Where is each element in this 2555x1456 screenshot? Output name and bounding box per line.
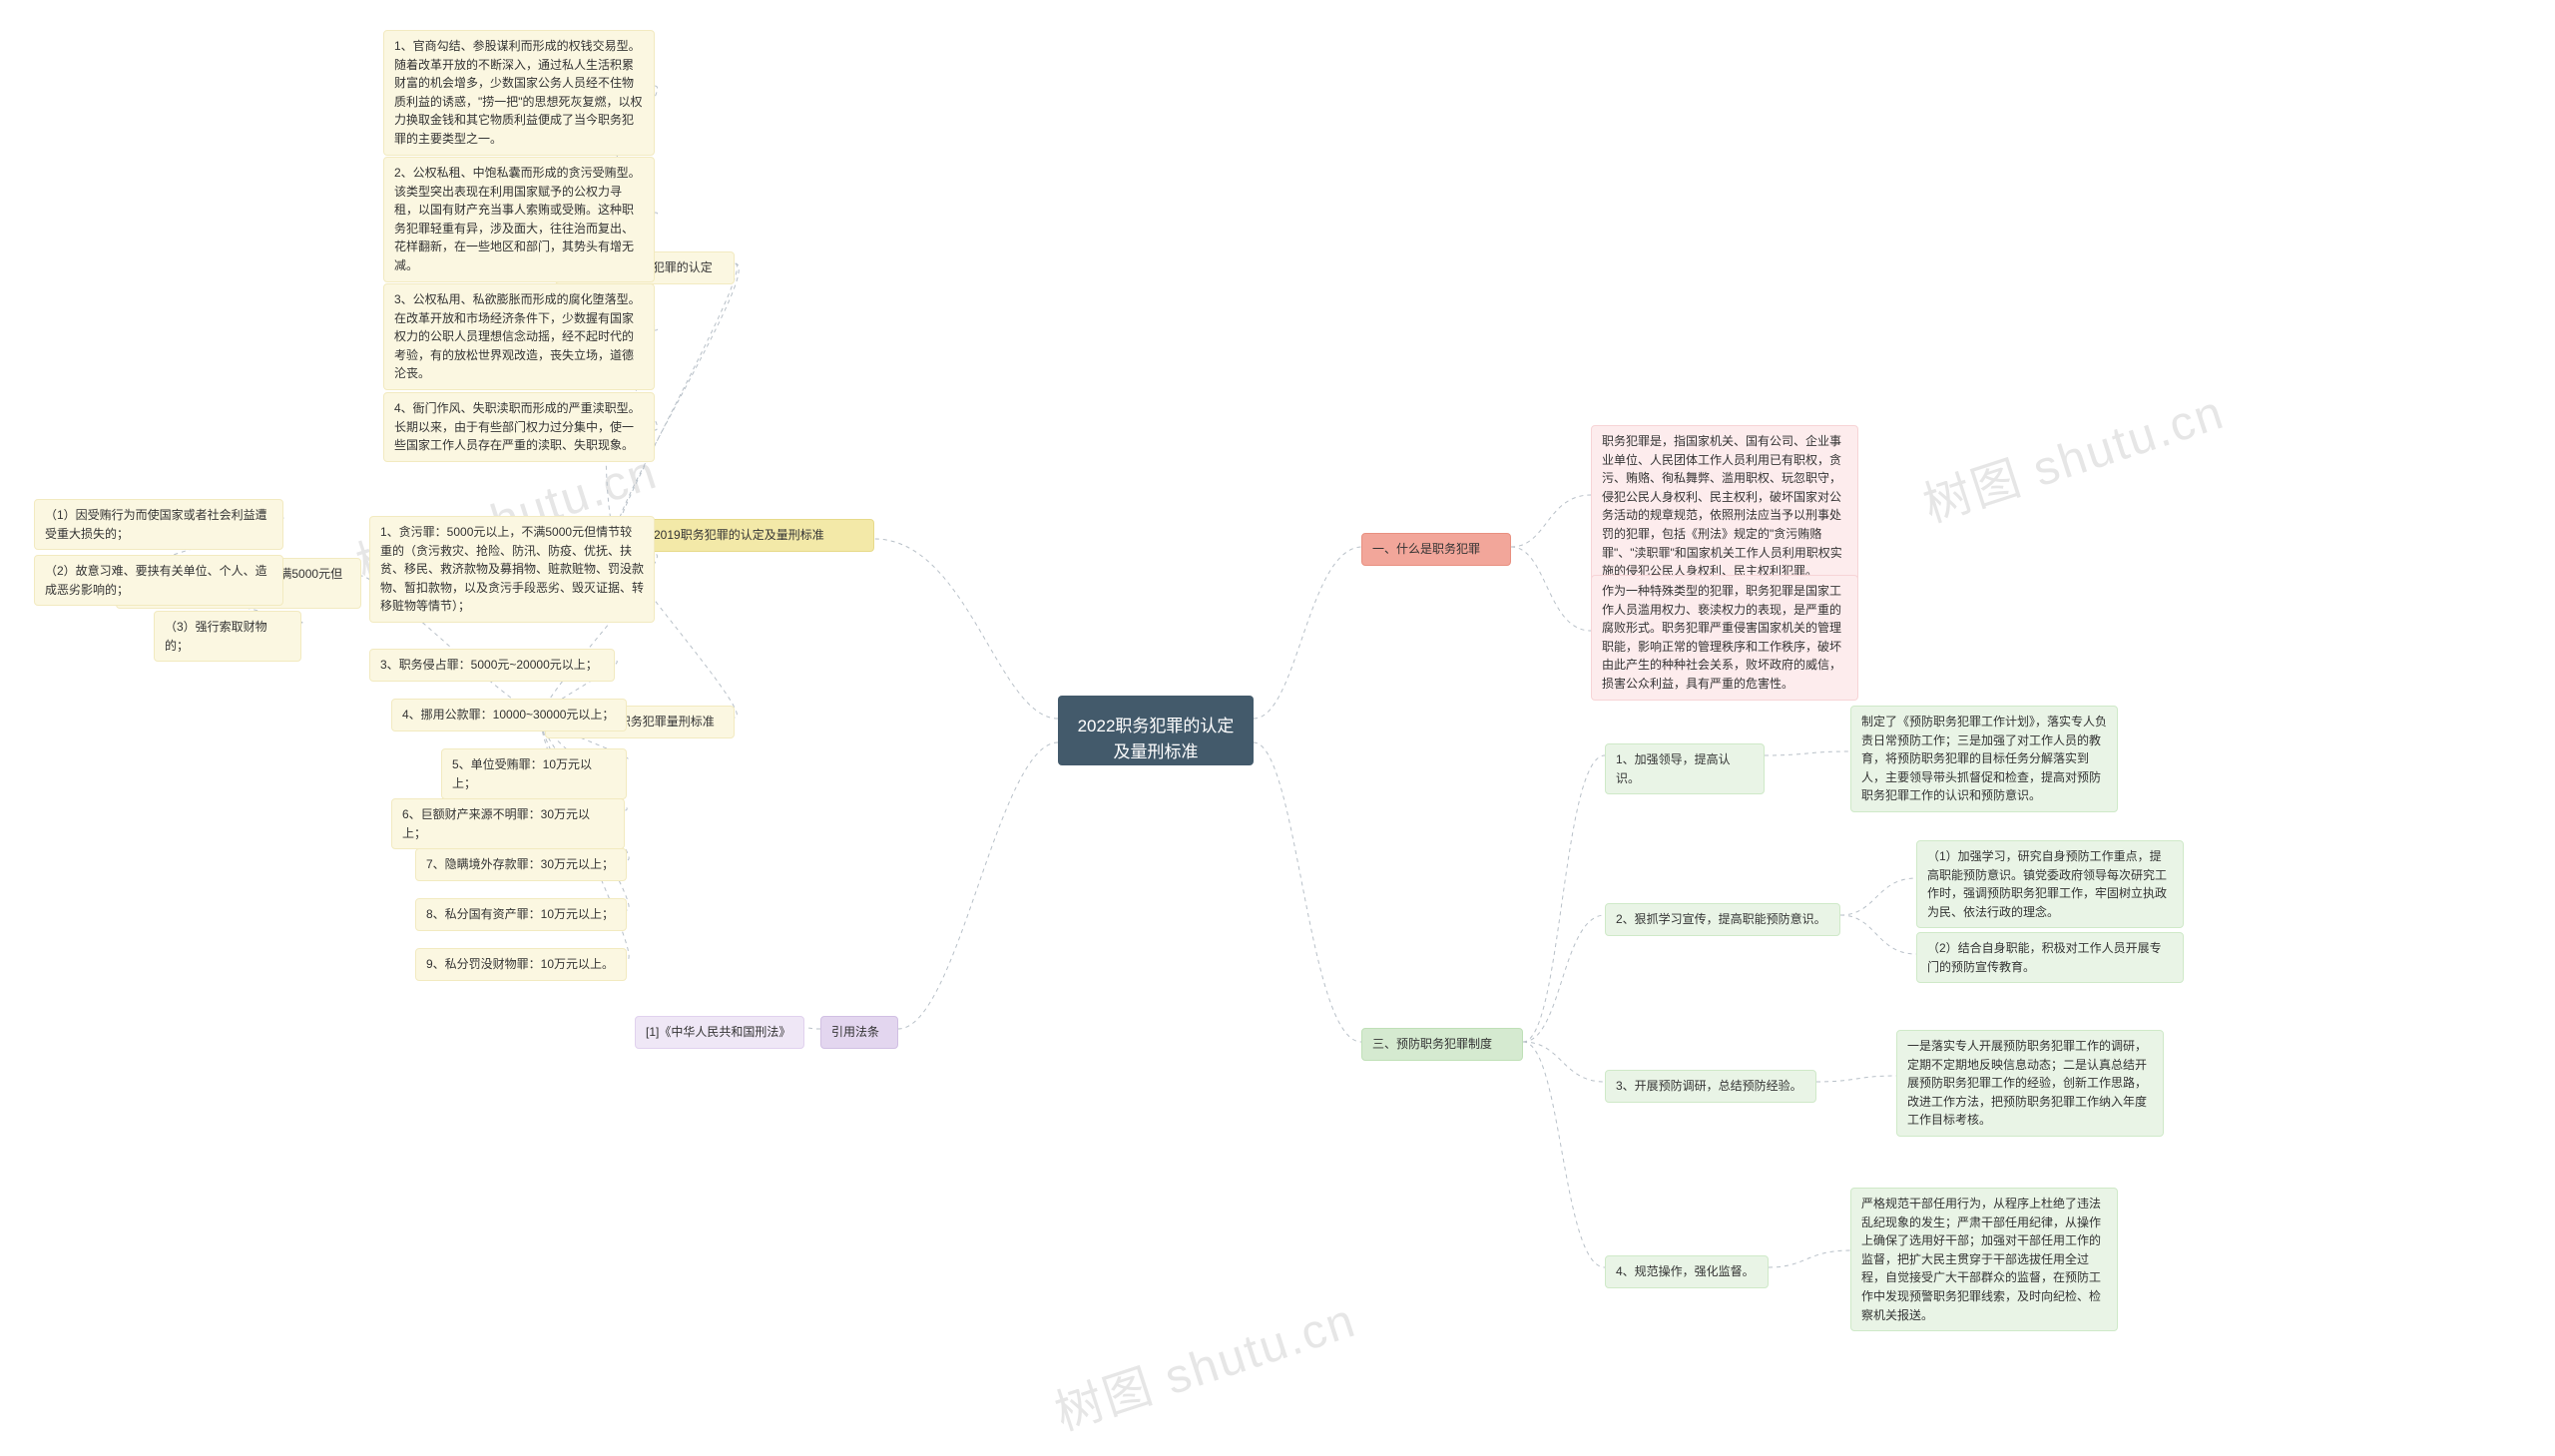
watermark: 树图 shutu.cn [1045, 1280, 1363, 1443]
sentencing-item: 9、私分罚没财物罪：10万元以上。 [415, 948, 627, 981]
sentencing-item: 3、职务侵占罪：5000元~20000元以上； [369, 649, 615, 682]
leaf-text: 4、衙门作风、失职渎职而形成的严重渎职型。长期以来，由于有些部门权力过分集中，使… [383, 392, 655, 462]
section-standards: 二、2019职务犯罪的认定及量刑标准 [619, 519, 874, 552]
section-what-is: 一、什么是职务犯罪 [1361, 533, 1511, 566]
prevention-item: 2、狠抓学习宣传，提高职能预防意识。 [1605, 903, 1840, 936]
leaf-text: 2、公权私租、中饱私囊而形成的贪污受贿型。该类型突出表现在利用国家赋予的公权力寻… [383, 157, 655, 282]
sentencing-item: 1、贪污罪：5000元以上，不满5000元但情节较重的（贪污救灾、抢险、防汛、防… [369, 516, 655, 623]
leaf-text: 一是落实专人开展预防职务犯罪工作的调研，定期不定期地反映信息动态；二是认真总结开… [1896, 1030, 2164, 1137]
root-node: 2022职务犯罪的认定及量刑标准 [1058, 696, 1254, 765]
section-citation: 引用法条 [820, 1016, 898, 1049]
mindmap-canvas: 树图 shutu.cn 树图 shutu.cn 树图 shutu.cn [0, 0, 2555, 1456]
sentencing-item: 5、单位受贿罪：10万元以上； [441, 748, 627, 799]
sentencing-item: 6、巨额财产来源不明罪：30万元以上； [391, 798, 625, 849]
sentencing-item: 4、挪用公款罪：10000~30000元以上； [391, 699, 627, 731]
leaf-text: 3、公权私用、私欲膨胀而形成的腐化堕落型。在改革开放和市场经济条件下，少数握有国… [383, 283, 655, 390]
leaf-text: 作为一种特殊类型的犯罪，职务犯罪是国家工作人员滥用权力、亵渎权力的表现，是严重的… [1591, 575, 1858, 701]
leaf-text: （2）故意习难、要挟有关单位、个人、造成恶劣影响的； [34, 555, 283, 606]
leaf-text: （2）结合自身职能，积极对工作人员开展专门的预防宣传教育。 [1916, 932, 2184, 983]
prevention-item: 3、开展预防调研，总结预防经验。 [1605, 1070, 1816, 1103]
prevention-item: 1、加强领导，提高认识。 [1605, 743, 1765, 794]
section-prevention: 三、预防职务犯罪制度 [1361, 1028, 1523, 1061]
leaf-text: 制定了《预防职务犯罪工作计划》，落实专人负责日常预防工作；三是加强了对工作人员的… [1850, 706, 2118, 812]
sentencing-item: 7、隐瞒境外存款罪：30万元以上； [415, 848, 627, 881]
leaf-text: 职务犯罪是，指国家机关、国有公司、企业事业单位、人民团体工作人员利用已有职权，贪… [1591, 425, 1858, 588]
watermark: 树图 shutu.cn [1913, 372, 2232, 535]
leaf-text: （3）强行索取财物的； [154, 611, 301, 662]
leaf-text: （1）因受贿行为而使国家或者社会利益遭受重大损失的； [34, 499, 283, 550]
leaf-text: 1、官商勾结、参股谋利而形成的权钱交易型。随着改革开放的不断深入，通过私人生活积… [383, 30, 655, 156]
citation-leaf: [1]《中华人民共和国刑法》 [635, 1016, 804, 1049]
prevention-item: 4、规范操作，强化监督。 [1605, 1255, 1769, 1288]
leaf-text: 严格规范干部任用行为，从程序上杜绝了违法乱纪现象的发生；严肃干部任用纪律，从操作… [1850, 1188, 2118, 1331]
leaf-text: （1）加强学习，研究自身预防工作重点，提高职能预防意识。镇党委政府领导每次研究工… [1916, 840, 2184, 928]
sentencing-item: 8、私分国有资产罪：10万元以上； [415, 898, 627, 931]
